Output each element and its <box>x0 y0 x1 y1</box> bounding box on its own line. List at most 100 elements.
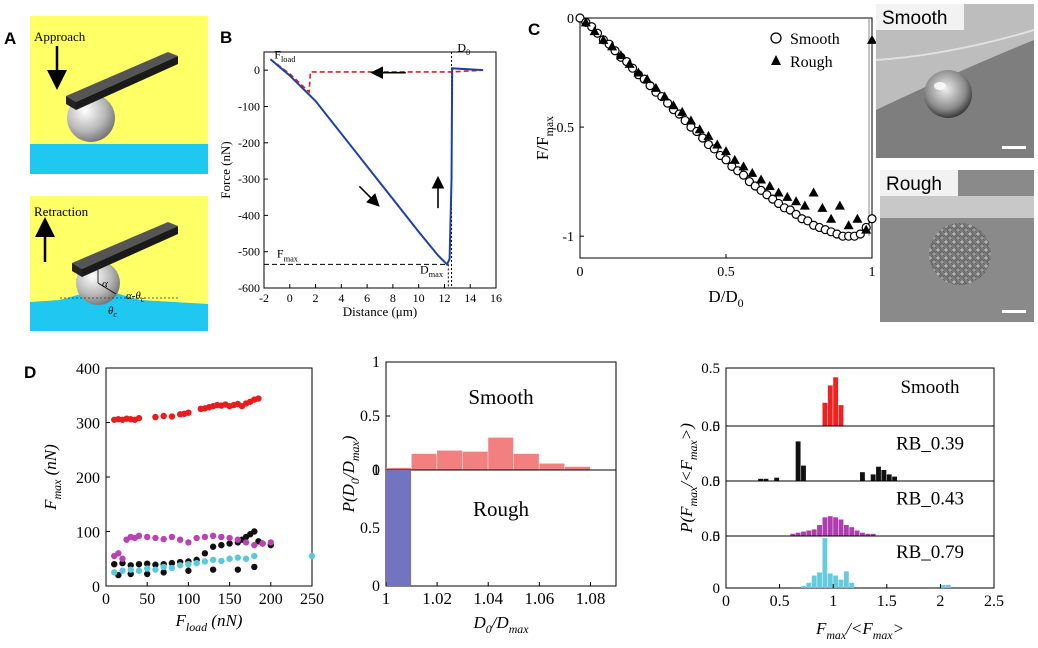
bar-RB_0.79 <box>811 575 817 588</box>
subplot-frame <box>725 535 995 589</box>
x-tick-label: 200 <box>259 591 283 608</box>
x-tick-label: 10 <box>413 291 425 305</box>
rough-point <box>624 58 635 68</box>
bar-RB_0.79 <box>843 571 849 588</box>
bar-RB_0.39 <box>763 478 769 481</box>
rough-point <box>808 187 819 197</box>
bar-RB_0.39 <box>881 470 887 481</box>
y-tick-label: -300 <box>238 172 260 186</box>
bar-RB_0.39 <box>758 478 764 481</box>
point-RB_0.79 <box>127 566 134 573</box>
x-tick-label: 2 <box>313 291 319 305</box>
retraction-label: Retraction <box>34 204 89 219</box>
x-tick-label: 14 <box>464 291 476 305</box>
y-tick-label: 400 <box>76 361 100 378</box>
point-RB_0.79 <box>251 552 258 560</box>
force-distance-chart: -2 0 2 4 6 8 10 12 14 16 0 -100 -200 -300 -400 -500 -600… <box>218 41 502 319</box>
rough-point <box>659 91 670 101</box>
point-RB_0.79 <box>119 567 126 574</box>
bar-RB_0.43 <box>870 533 876 536</box>
y-axis-label: Fmax (nN) <box>41 444 64 511</box>
y-tick-label: -400 <box>238 208 260 222</box>
x-tick-label: 0.5 <box>770 593 790 610</box>
bar-RB_0.79 <box>817 572 822 588</box>
x-tick-label: 2.5 <box>984 593 1004 610</box>
point-RB_0.79 <box>218 557 225 565</box>
y-tick-label: 0.5 <box>701 529 720 545</box>
point-RB_0.43 <box>119 555 126 562</box>
alpha-label: α <box>102 278 108 290</box>
x-tick-label: 100 <box>176 591 200 608</box>
subplot-title-RB_0.43: RB_0.43 <box>896 489 964 510</box>
cantilever <box>72 222 178 277</box>
y-tick-label: 0.5 <box>701 474 720 490</box>
smooth-point <box>867 214 877 224</box>
y-axis-label: P(D0/Dmax) <box>339 435 362 513</box>
bar-Smooth <box>827 385 833 426</box>
bar-RB_0.79 <box>849 582 855 588</box>
x-tick-label: 1.04 <box>473 589 503 608</box>
point-RB_0.43 <box>242 539 250 546</box>
x-tick-label: 16 <box>490 291 502 305</box>
bar-Smooth <box>488 437 514 470</box>
point-RB_0.43 <box>144 533 151 541</box>
panel-letter-a: A <box>4 29 16 48</box>
y-axis-label: F/Fmax <box>533 116 556 160</box>
bar-RB_0.43 <box>833 517 839 536</box>
bar-Smooth <box>838 405 844 426</box>
bar-RB_0.43 <box>822 517 828 536</box>
bar-RB_0.43 <box>806 530 812 536</box>
x-axis-label: D0/Dmax <box>472 613 529 636</box>
bar-RB_0.39 <box>876 466 881 481</box>
x-tick-label: 2 <box>936 593 944 610</box>
bar-RB_0.43 <box>817 525 822 536</box>
point-RB_0.39 <box>234 566 242 573</box>
rough-point <box>589 26 600 36</box>
bar-RB_0.39 <box>774 477 780 481</box>
y-tick-label: 0 <box>567 12 574 27</box>
x-tick-label: 1.5 <box>877 593 897 610</box>
bar-Smooth <box>513 453 539 470</box>
y-tick-label: 0.5 <box>701 419 720 435</box>
point-RB_0.79 <box>226 555 233 562</box>
point-RB_0.43 <box>218 533 225 541</box>
point-RB_0.43 <box>267 539 274 546</box>
cantilever <box>66 52 178 110</box>
rough-sphere <box>929 223 991 285</box>
point-RB_0.79 <box>176 562 184 569</box>
point-RB_0.39 <box>185 567 192 574</box>
bar-Smooth <box>539 463 565 470</box>
subplot-frame <box>385 469 617 587</box>
point-RB_0.79 <box>152 566 159 573</box>
rough-point <box>694 124 705 134</box>
rough-point <box>633 67 644 77</box>
point-Smooth <box>168 413 176 420</box>
point-RB_0.43 <box>251 541 258 549</box>
x-tick-label: 0.5 <box>717 265 735 280</box>
x-tick-label: 6 <box>364 291 370 305</box>
y-tick-label: 0 <box>713 529 721 545</box>
y-tick-label: -1 <box>562 230 574 245</box>
point-RB_0.43 <box>160 535 167 543</box>
bar-RB_0.39 <box>886 474 892 481</box>
y-axis-label: Force (nN) <box>218 141 233 198</box>
point-RB_0.43 <box>259 540 266 547</box>
arrow-diagonal-icon <box>358 185 380 207</box>
rough-point <box>764 181 775 190</box>
y-tick-label: 1 <box>372 354 380 371</box>
point-Smooth <box>152 413 159 421</box>
rough-point <box>782 191 793 201</box>
y-axis-label: P(Fmax/<Fmax>) <box>677 423 700 534</box>
point-RB_0.43 <box>234 536 242 543</box>
point-RB_0.43 <box>168 533 176 541</box>
point-RB_0.39 <box>168 559 176 567</box>
bar-Smooth <box>833 377 839 426</box>
x-tick-label: 1 <box>829 593 837 610</box>
x-tick-label: 0 <box>102 591 110 608</box>
panel-a-approach: Approach <box>30 16 208 174</box>
y-tick-label: 0 <box>713 581 721 597</box>
annotation-dmax: Dmax <box>420 262 444 279</box>
point-RB_0.39 <box>251 528 258 535</box>
point-RB_0.39 <box>226 540 233 547</box>
series-retraction <box>269 58 484 267</box>
